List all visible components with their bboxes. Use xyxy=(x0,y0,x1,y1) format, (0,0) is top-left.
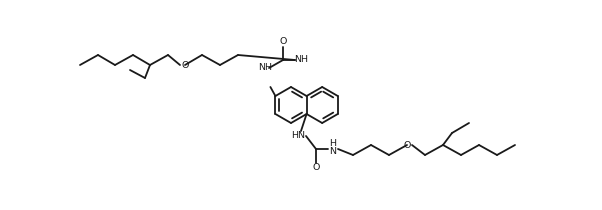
Text: NH: NH xyxy=(258,63,272,72)
Text: O: O xyxy=(279,38,287,46)
Text: O: O xyxy=(312,164,320,172)
Text: NH: NH xyxy=(294,55,308,64)
Text: O: O xyxy=(181,60,188,70)
Text: H: H xyxy=(329,139,337,147)
Text: HN: HN xyxy=(291,131,305,140)
Text: N: N xyxy=(329,147,337,155)
Text: O: O xyxy=(403,140,411,150)
